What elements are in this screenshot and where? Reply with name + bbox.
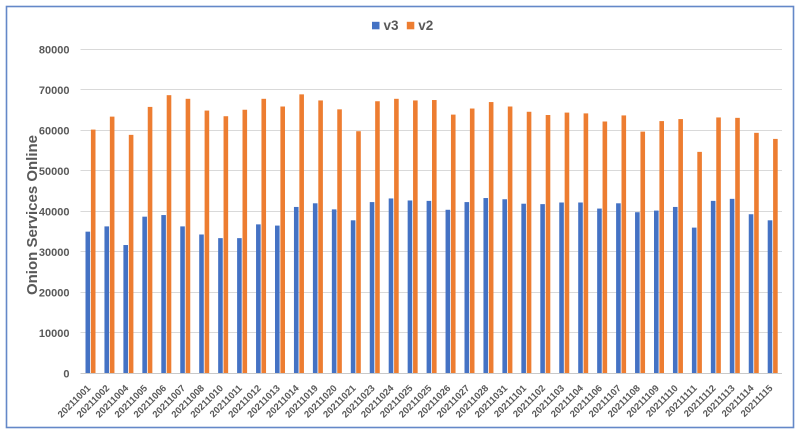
svg-text:40000: 40000 [39, 206, 70, 218]
svg-text:0: 0 [63, 368, 69, 380]
svg-text:30000: 30000 [39, 247, 70, 259]
svg-text:70000: 70000 [39, 85, 70, 97]
svg-text:v2: v2 [418, 18, 433, 33]
svg-text:50000: 50000 [39, 166, 70, 178]
svg-text:80000: 80000 [39, 44, 70, 56]
svg-text:10000: 10000 [39, 328, 70, 340]
svg-text:Onion Services Online: Onion Services Online [24, 135, 41, 295]
svg-text:v3: v3 [384, 18, 400, 33]
svg-text:20000: 20000 [39, 287, 70, 299]
svg-text:60000: 60000 [39, 125, 70, 137]
